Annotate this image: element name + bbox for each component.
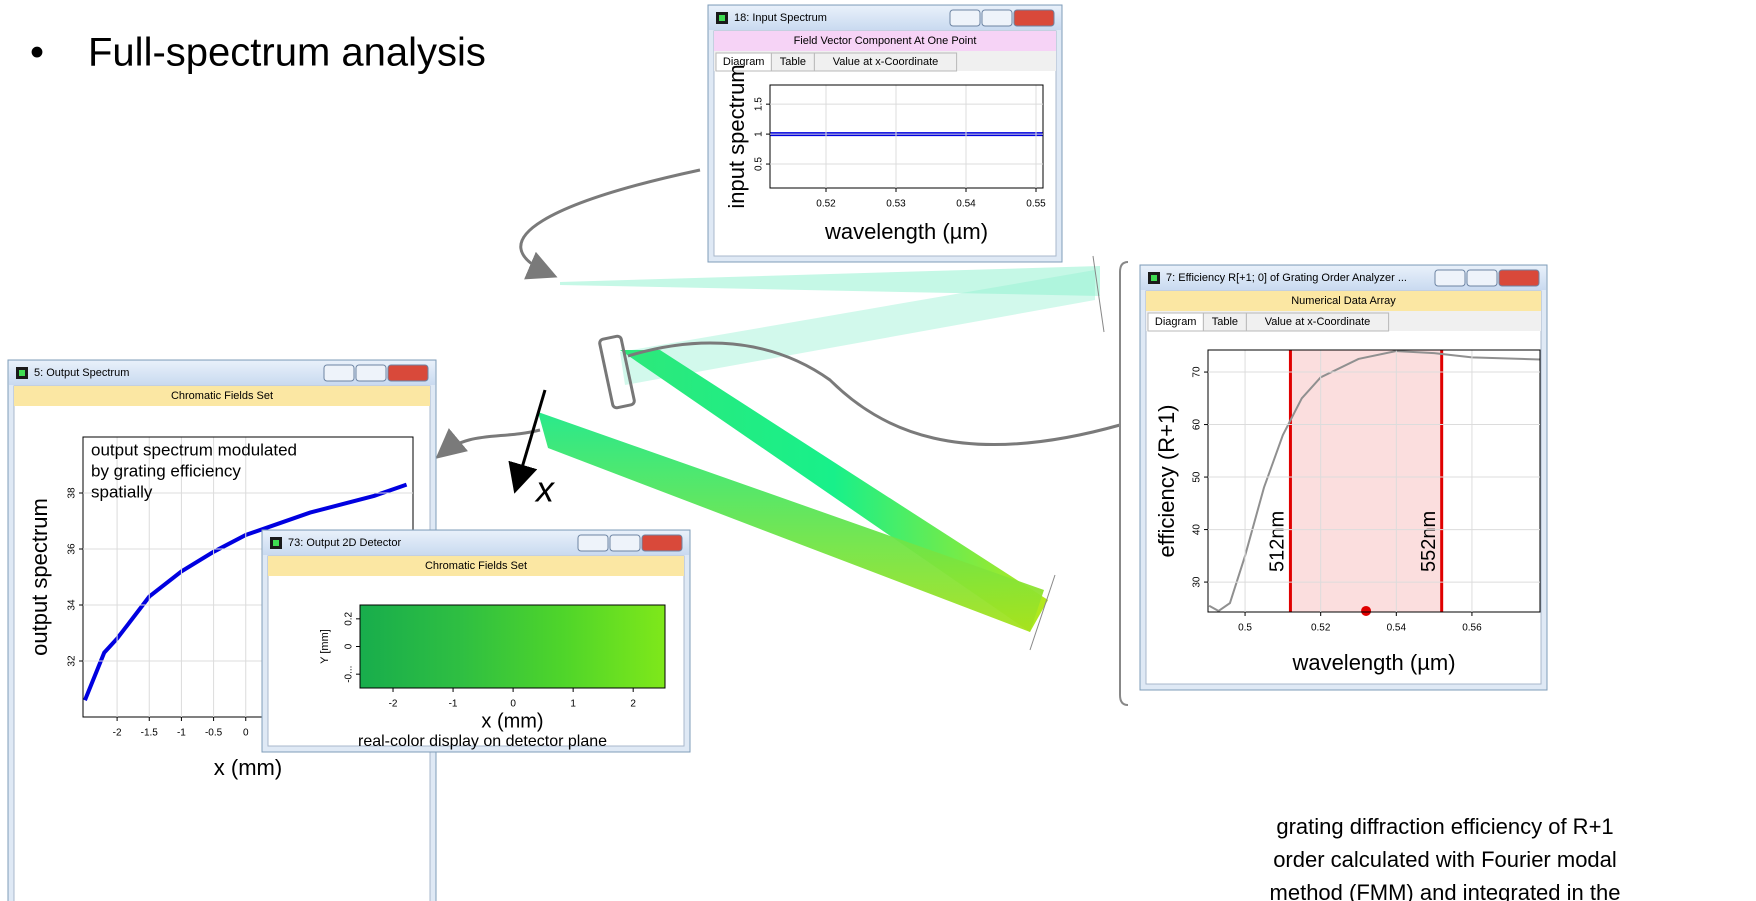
window-icon-glow xyxy=(273,540,279,546)
window-header: Chromatic Fields Set xyxy=(171,390,273,402)
x-tick-label: 1 xyxy=(570,699,576,710)
window-title: 5: Output Spectrum xyxy=(34,367,129,379)
caption: grating diffraction efficiency of R+1 ord… xyxy=(1270,814,1621,901)
bullet-text: Full-spectrum analysis xyxy=(88,31,486,75)
window-button xyxy=(578,535,608,551)
window-header: Numerical Data Array xyxy=(1291,295,1396,307)
window-icon-glow xyxy=(719,15,725,21)
tab-label: Value at x-Coordinate xyxy=(833,56,939,68)
x-tick-label: 0.52 xyxy=(816,199,836,210)
x-tick-label: -2 xyxy=(389,699,398,710)
band-label: 552nm xyxy=(1418,511,1440,572)
x-tick-label: 0.54 xyxy=(956,199,976,210)
x-tick-label: -2 xyxy=(113,728,122,739)
window-button xyxy=(642,535,682,551)
arrow xyxy=(521,170,700,275)
detector-window: 73: Output 2D Detector Chromatic Fields S… xyxy=(262,530,690,752)
y-tick-label: 34 xyxy=(67,599,78,611)
slide: • Full-spectrum analysis x 5: Output Spe… xyxy=(0,0,1756,901)
window-button xyxy=(1467,270,1497,286)
window-icon-glow xyxy=(1151,275,1157,281)
y-tick-label: 36 xyxy=(67,543,78,555)
x-tick-label: 0.5 xyxy=(1238,623,1252,634)
y-tick-label: 50 xyxy=(1192,471,1203,483)
window-button xyxy=(982,10,1012,26)
detector-image xyxy=(360,605,665,688)
x-tick-label: 0.53 xyxy=(886,199,906,210)
window-button xyxy=(356,365,386,381)
window-button xyxy=(1499,270,1539,286)
bullet-dot: • xyxy=(30,31,44,75)
bracket xyxy=(1120,262,1128,705)
tab-label: Table xyxy=(780,56,806,68)
window-button xyxy=(388,365,428,381)
x-axis-label: wavelength (µm) xyxy=(824,219,988,244)
window-button xyxy=(1014,10,1054,26)
y-axis-label: Y [mm] xyxy=(319,629,331,664)
y-tick-label: 40 xyxy=(1192,524,1203,536)
window-title: 7: Efficiency R[+1; 0] of Grating Order … xyxy=(1166,272,1407,284)
x-axis-label: x (mm) xyxy=(481,710,543,732)
tab-label: Table xyxy=(1212,316,1238,328)
annotation: by grating efficiency xyxy=(91,461,241,480)
caption-line: grating diffraction efficiency of R+1 xyxy=(1276,814,1613,839)
window-title: 73: Output 2D Detector xyxy=(288,537,401,549)
caption-line: method (FMM) and integrated in the xyxy=(1270,880,1621,901)
annotation: spatially xyxy=(91,482,153,501)
y-tick-label: 1 xyxy=(754,131,765,137)
window-button xyxy=(1435,270,1465,286)
input-window: 18: Input Spectrum Field Vector Component… xyxy=(708,5,1062,262)
annotation: real-color display on detector plane xyxy=(358,733,607,750)
x-tick-label: 2 xyxy=(630,699,636,710)
x-tick-label: -0.5 xyxy=(205,728,223,739)
lens xyxy=(599,335,635,408)
x-tick-label: 0.55 xyxy=(1026,199,1046,210)
x-tick-label: 0 xyxy=(243,728,249,739)
plot-bg xyxy=(770,85,1043,188)
y-tick-label: 30 xyxy=(1192,576,1203,588)
annotation: output spectrum modulated xyxy=(91,440,297,459)
marker xyxy=(1361,606,1371,616)
x-tick-label: -1 xyxy=(449,699,458,710)
window-title: 18: Input Spectrum xyxy=(734,12,827,24)
y-tick-label: 38 xyxy=(67,487,78,499)
y-tick-label: 0 xyxy=(344,643,355,649)
y-tick-label: 0.5 xyxy=(754,157,765,171)
efficiency-window: 7: Efficiency R[+1; 0] of Grating Order … xyxy=(1140,265,1547,690)
y-axis-label: input spectrum xyxy=(724,64,749,208)
window-button xyxy=(950,10,980,26)
x-tick-label: 0.56 xyxy=(1462,623,1482,634)
band-label: 512nm xyxy=(1267,511,1289,572)
y-tick-label: 70 xyxy=(1192,366,1203,378)
window-button xyxy=(324,365,354,381)
y-tick-label: -0... xyxy=(344,666,355,683)
y-axis-label: output spectrum xyxy=(27,498,52,656)
y-tick-label: 32 xyxy=(67,655,78,667)
window-header: Chromatic Fields Set xyxy=(425,560,527,572)
y-tick-label: 60 xyxy=(1192,419,1203,431)
arrow xyxy=(440,430,540,455)
y-axis-label: efficiency (R+1) xyxy=(1154,404,1179,557)
x-axis-label: x (mm) xyxy=(214,755,282,780)
x-tick-label: 0.52 xyxy=(1311,623,1331,634)
x-tick-label: 0.54 xyxy=(1387,623,1407,634)
window-icon-glow xyxy=(19,370,25,376)
x-tick-label: -1 xyxy=(177,728,186,739)
tab-label: Value at x-Coordinate xyxy=(1265,316,1371,328)
caption-line: order calculated with Fourier modal xyxy=(1273,847,1617,872)
window-button xyxy=(610,535,640,551)
x-axis-symbol: x xyxy=(534,469,556,510)
x-tick-label: -1.5 xyxy=(141,728,159,739)
x-axis-label: wavelength (µm) xyxy=(1291,650,1455,675)
y-tick-label: 1.5 xyxy=(754,97,765,111)
tab-label: Diagram xyxy=(1155,316,1197,328)
window-header: Field Vector Component At One Point xyxy=(794,35,977,47)
x-tick-label: 0 xyxy=(510,699,516,710)
y-tick-label: 0.2 xyxy=(344,611,355,625)
